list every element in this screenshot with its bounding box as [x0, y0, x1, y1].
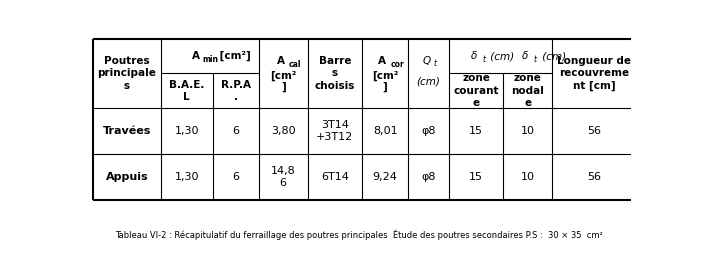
Text: min: min [203, 55, 219, 64]
Text: φ8: φ8 [421, 126, 436, 136]
Text: 56: 56 [587, 172, 601, 182]
Text: Poutres
principale
s: Poutres principale s [97, 56, 156, 91]
Text: [cm²]: [cm²] [217, 51, 251, 61]
Text: Q: Q [422, 56, 430, 66]
Text: 1,30: 1,30 [175, 126, 199, 136]
Text: B.A.E.
L: B.A.E. L [169, 79, 205, 102]
Text: A: A [379, 56, 386, 66]
Text: zone
nodal
e: zone nodal e [511, 73, 544, 108]
Text: [cm²: [cm² [270, 70, 297, 81]
Text: ]: ] [281, 82, 285, 92]
Text: δ: δ [470, 51, 477, 61]
Text: 9,24: 9,24 [373, 172, 397, 182]
Text: Barre
s
choisis: Barre s choisis [315, 56, 355, 91]
Text: (cm): (cm) [416, 77, 440, 87]
Text: 15: 15 [469, 126, 483, 136]
Text: 15: 15 [469, 172, 483, 182]
Text: t: t [533, 55, 537, 64]
Text: (cm): (cm) [538, 51, 566, 61]
Text: zone
courant
e: zone courant e [454, 73, 499, 108]
Text: 3T14
+3T12: 3T14 +3T12 [316, 120, 353, 142]
Text: cor: cor [390, 60, 404, 69]
Text: (cm): (cm) [487, 51, 514, 61]
Text: 10: 10 [521, 172, 535, 182]
Text: Longueur de
recouvreme
nt [cm]: Longueur de recouvreme nt [cm] [557, 56, 631, 91]
Text: 56: 56 [587, 126, 601, 136]
Text: t: t [433, 59, 437, 68]
Text: cal: cal [289, 60, 301, 69]
Text: [cm²: [cm² [372, 70, 398, 81]
Text: 10: 10 [521, 126, 535, 136]
Text: φ8: φ8 [421, 172, 436, 182]
Text: A: A [192, 51, 200, 61]
Text: 8,01: 8,01 [373, 126, 397, 136]
Text: ]: ] [383, 82, 388, 92]
Text: 6: 6 [232, 172, 239, 182]
Text: 3,80: 3,80 [271, 126, 296, 136]
Text: t: t [482, 55, 485, 64]
Text: 14,8
6: 14,8 6 [271, 166, 296, 188]
Text: 6: 6 [232, 126, 239, 136]
Text: A: A [276, 56, 285, 66]
Text: 6T14: 6T14 [321, 172, 349, 182]
Text: Tableau VI-2 : Récapitulatif du ferraillage des poutres principales  Étude des p: Tableau VI-2 : Récapitulatif du ferraill… [116, 230, 603, 240]
Text: R.P.A
.: R.P.A . [221, 79, 251, 102]
Text: Travées: Travées [103, 126, 151, 136]
Text: 1,30: 1,30 [175, 172, 199, 182]
Text: δ: δ [522, 51, 529, 61]
Text: Appuis: Appuis [106, 172, 149, 182]
